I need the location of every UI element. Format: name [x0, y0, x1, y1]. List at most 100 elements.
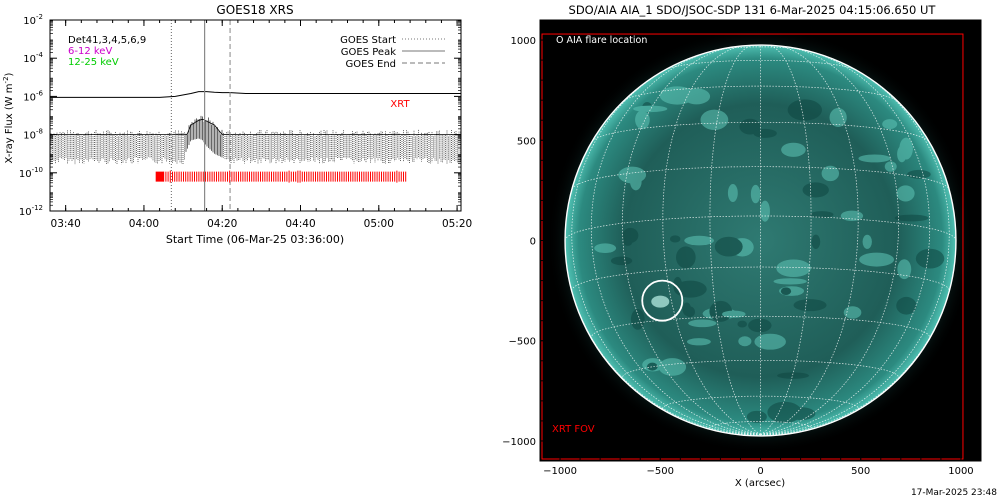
region-patch: [748, 318, 772, 333]
grid-line: [564, 240, 761, 435]
y-tick-label: 500: [517, 136, 536, 147]
region-patch: [896, 185, 915, 202]
x-tick-label: −500: [647, 466, 674, 477]
region-patch: [669, 235, 681, 243]
region-patch: [843, 306, 862, 319]
y-tick-label: −500: [509, 337, 536, 348]
region-patch: [750, 184, 761, 204]
region-patch: [897, 259, 912, 280]
region-patch: [760, 200, 770, 222]
xrt-fov-label: XRT FOV: [552, 424, 595, 435]
region-patch: [610, 256, 633, 266]
grid-line: [621, 359, 900, 380]
x-tick-label: 500: [851, 466, 870, 477]
region-patch: [659, 86, 695, 105]
legend-entry: 12-25 keV: [68, 57, 119, 68]
x-tick-label: −1000: [543, 466, 577, 477]
flare-legend: O AIA flare location: [556, 35, 647, 46]
flare-location-circle: [641, 279, 684, 322]
region-patch: [753, 128, 777, 138]
heliographic-grid: [564, 44, 957, 437]
solar-disk-image: [541, 27, 974, 460]
x-tick-label: 04:40: [285, 218, 315, 230]
plot-frame: [49, 19, 462, 212]
y-tick-label: 10-8: [23, 128, 43, 142]
legend-entry: Det41,3,4,5,6,9: [68, 35, 146, 46]
region-patch: [915, 248, 945, 269]
region-patch: [882, 119, 898, 130]
region-patch: [635, 110, 650, 130]
series-short-envelope: [50, 118, 461, 135]
y-tick-label: −1000: [502, 437, 536, 448]
grid-line: [571, 64, 761, 435]
goes-xrs-chart: GOES18 XRS 03:40 04:00 04:20 04:40 05:00 05:2…: [2, 3, 472, 246]
xrt-fov-box: [541, 33, 964, 460]
region-patch: [618, 166, 647, 184]
region-patch: [894, 214, 929, 222]
flare-marker: [641, 279, 684, 322]
region-patch: [802, 182, 829, 198]
aia-image-panel: SDO/AIA AIA_1 SDO/JSOC-SDP 131 6-Mar-202…: [502, 3, 982, 489]
region-patch: [688, 319, 717, 328]
xrt-bar-start: [155, 171, 164, 182]
flare-kernel: [651, 295, 670, 308]
region-patch: [821, 165, 840, 182]
plot-area: [50, 20, 461, 211]
region-patch: [829, 108, 847, 127]
xrt-label: XRT: [390, 99, 410, 110]
region-patch: [884, 161, 897, 172]
image-title: SDO/AIA AIA_1 SDO/JSOC-SDP 131 6-Mar-202…: [569, 3, 937, 17]
grid-line: [760, 45, 859, 435]
y-axis-label: X-ray Flux (W m-2): [2, 72, 15, 163]
region-patch: [746, 410, 767, 423]
region-patch: [684, 306, 696, 318]
x-tick-label: 04:00: [129, 218, 159, 230]
region-patch: [811, 234, 821, 250]
region-patch: [897, 145, 907, 163]
grid-line: [662, 395, 859, 412]
region-patch: [658, 358, 687, 376]
grid-line: [662, 45, 761, 435]
region-patch: [780, 287, 792, 296]
series-short-noise: [50, 115, 461, 165]
chart-title: GOES18 XRS: [216, 3, 293, 17]
y-tick-label: 10-12: [19, 204, 43, 218]
grid-line: [621, 46, 761, 435]
region-patch: [737, 320, 748, 328]
region-patch: [858, 154, 891, 163]
x-tick-label: 04:20: [207, 218, 237, 230]
region-patch: [623, 236, 633, 246]
grid-line: [760, 44, 812, 435]
x-axis: −1000 −500 0 500 1000: [539, 20, 982, 477]
y-tick-label: 1000: [511, 36, 536, 47]
region-patch: [781, 142, 806, 157]
region-patch: [840, 210, 864, 222]
region-patch: [722, 310, 746, 318]
grid-line: [709, 44, 761, 435]
region-patch: [859, 252, 895, 267]
region-patch: [700, 109, 729, 131]
region-patch: [754, 333, 786, 350]
x-tick-label: 0: [757, 466, 763, 477]
legend-entry: GOES Peak: [341, 47, 396, 58]
region-patch: [773, 278, 807, 285]
x-tick-label: 05:00: [364, 218, 394, 230]
region-patch: [727, 183, 738, 202]
region-patch: [633, 105, 668, 113]
legend-entry: GOES End: [346, 59, 396, 70]
region-patch: [787, 407, 816, 421]
region-patch: [787, 99, 823, 121]
region-patch: [646, 362, 658, 371]
x-tick-label: 1000: [948, 466, 973, 477]
solar-disk: [565, 45, 956, 436]
grid-line: [760, 434, 766, 437]
grid-line: [760, 240, 957, 435]
series-long-line: [50, 91, 461, 98]
xrt-observation-bar: [155, 170, 407, 183]
y-axis: −1000 −500 0 500 1000: [502, 19, 981, 462]
region-patch: [714, 236, 743, 257]
region-patch: [676, 246, 696, 269]
x-axis: 03:40 04:00 04:20 04:40 05:00 05:20: [49, 20, 472, 230]
